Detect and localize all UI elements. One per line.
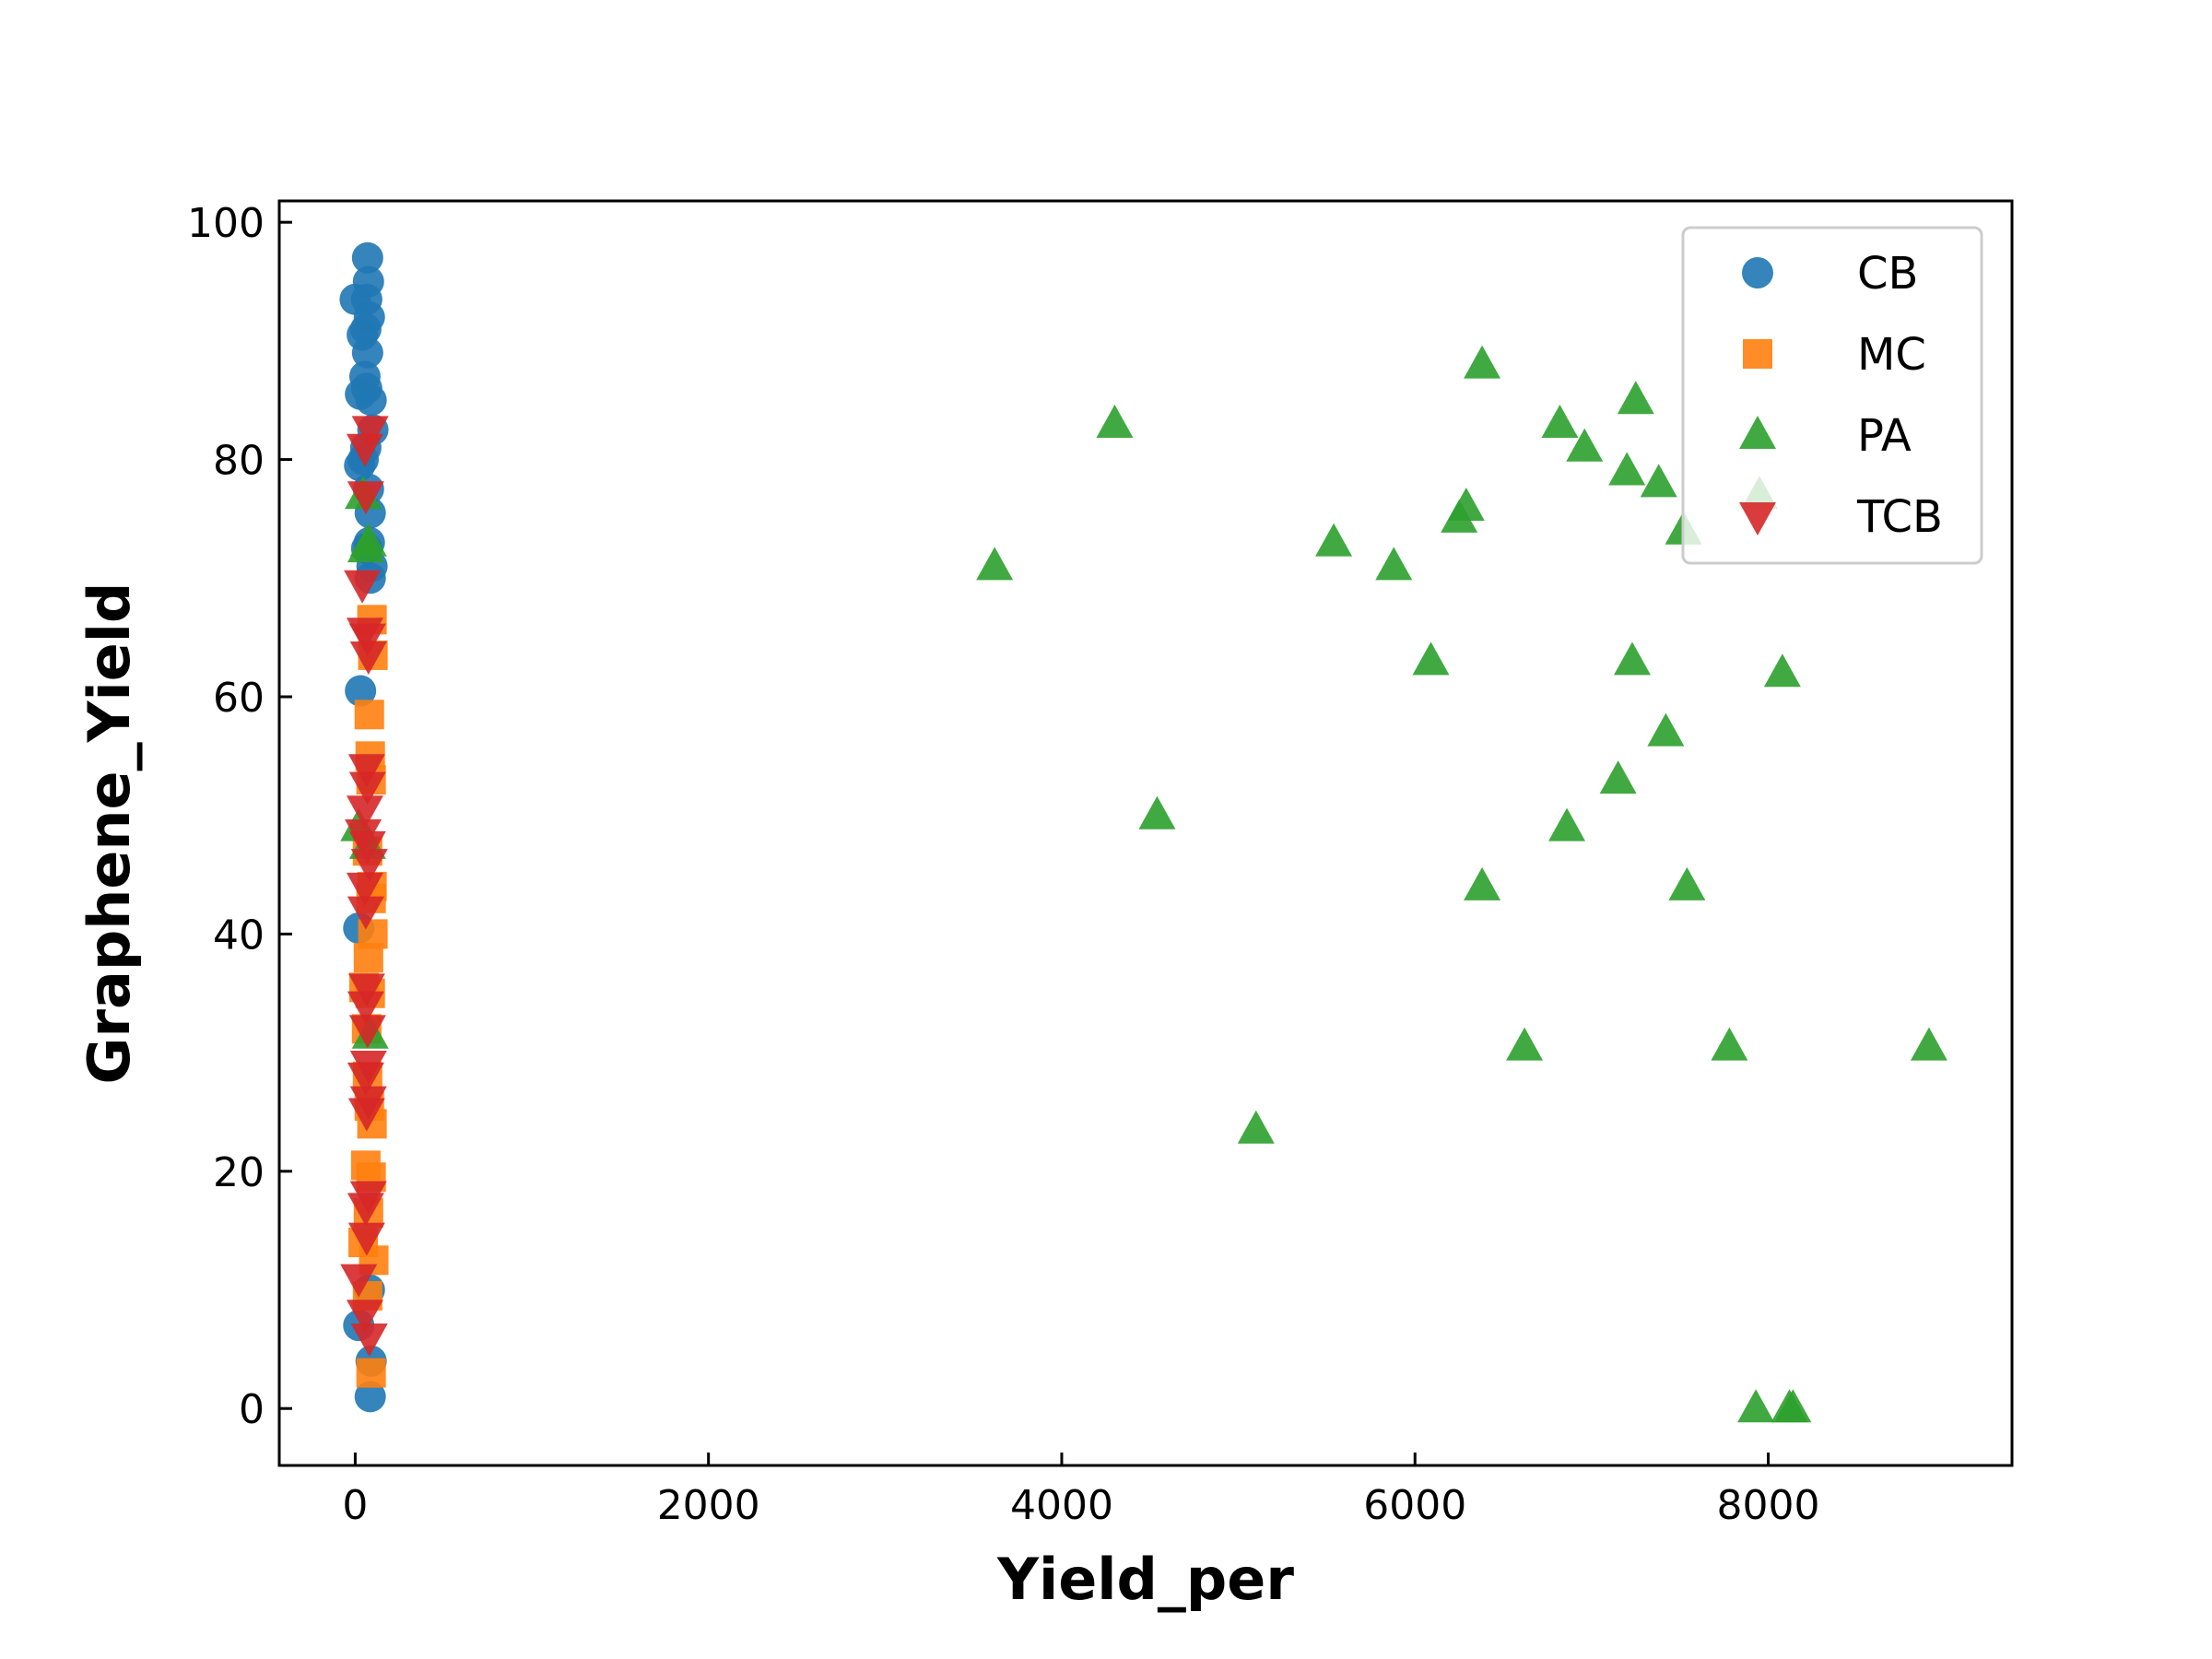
y-tick-label: 20: [213, 1149, 265, 1196]
series-cb: [339, 241, 389, 1413]
y-tick-label: 0: [239, 1386, 265, 1433]
y-axis-title: Graphene_Yield: [76, 582, 143, 1085]
data-point-pa: [1096, 404, 1134, 438]
data-point-tcb: [346, 433, 383, 467]
legend-marker-mc: [1743, 339, 1772, 369]
data-point-pa: [1447, 488, 1485, 522]
data-point-pa: [1711, 1027, 1748, 1061]
data-point-pa: [1640, 464, 1677, 498]
legend-marker-pa: [1739, 416, 1776, 449]
data-point-pa: [1910, 1027, 1947, 1061]
y-tick-label: 100: [187, 200, 265, 247]
data-point-pa: [1412, 641, 1450, 676]
data-point-pa: [1599, 760, 1637, 794]
y-tick-label: 60: [213, 675, 265, 722]
data-point-tcb: [347, 1062, 384, 1096]
plot-area-frame: [277, 199, 2014, 1467]
data-point-pa: [1548, 807, 1586, 841]
series-tcb: [340, 416, 389, 1357]
x-tick-label: 6000: [1363, 1482, 1466, 1529]
data-point-mc: [353, 943, 383, 973]
y-tick-label: 80: [213, 438, 265, 485]
data-point-tcb: [348, 623, 386, 657]
data-point-tcb: [346, 872, 383, 906]
data-point-tcb: [347, 1098, 385, 1132]
data-point-tcb: [348, 830, 386, 865]
data-point-pa: [1737, 1389, 1775, 1423]
data-point-mc: [356, 1358, 386, 1388]
data-point-pa: [1668, 866, 1706, 900]
data-point-cb: [351, 336, 383, 369]
data-point-tcb: [347, 896, 384, 930]
data-point-tcb: [347, 1193, 384, 1227]
data-point-pa: [1506, 1027, 1544, 1061]
data-point-tcb: [347, 754, 385, 788]
data-point-pa: [1774, 1389, 1812, 1423]
legend-box: [1681, 226, 1983, 565]
legend-label-cb: CB: [1857, 248, 1918, 300]
x-axis-title: Yield_per: [996, 1546, 1294, 1613]
y-axis-ticks: 0 20 40 60 80 100: [187, 200, 292, 1433]
data-point-pa: [1237, 1110, 1275, 1144]
data-point-pa: [1566, 428, 1604, 462]
data-point-tcb: [348, 1015, 386, 1049]
data-point-tcb: [347, 991, 384, 1025]
data-point-pa: [1138, 795, 1176, 830]
data-point-tcb: [350, 849, 388, 883]
data-point-pa: [1541, 404, 1579, 438]
data-point-tcb: [347, 973, 385, 1007]
x-tick-label: 0: [342, 1482, 368, 1529]
data-point-cb: [355, 384, 387, 417]
legend-label-tcb: TCB: [1856, 491, 1943, 543]
data-point-pa: [1608, 452, 1646, 486]
legend-label-pa: PA: [1857, 410, 1912, 462]
data-point-tcb: [350, 1323, 388, 1357]
x-tick-label: 2000: [657, 1482, 760, 1529]
data-point-cb: [354, 1381, 386, 1413]
data-point-cb: [345, 675, 377, 707]
data-point-tcb: [349, 641, 387, 675]
data-point-pa: [1613, 641, 1651, 676]
data-point-tcb: [344, 570, 382, 604]
x-tick-label: 8000: [1717, 1482, 1820, 1529]
data-point-tcb: [347, 481, 384, 515]
data-point-tcb: [346, 795, 383, 830]
data-point-pa: [1617, 381, 1654, 415]
data-point-pa: [1763, 653, 1801, 688]
legend: CB MC PA TCB: [1681, 226, 1983, 565]
y-tick-label: 40: [213, 912, 265, 959]
data-point-pa: [1315, 523, 1353, 557]
legend-label-mc: MC: [1857, 329, 1926, 381]
data-point-cb: [351, 241, 383, 274]
data-point-tcb: [340, 1264, 378, 1298]
data-point-mc: [354, 700, 384, 730]
data-point-pa: [976, 547, 1014, 581]
x-tick-label: 4000: [1010, 1482, 1113, 1529]
data-point-pa: [1464, 345, 1501, 379]
legend-marker-cb: [1742, 257, 1773, 288]
x-axis-ticks: 0 2000 4000 6000 8000: [342, 1453, 1820, 1529]
data-point-pa: [1647, 712, 1685, 747]
data-point-tcb: [347, 1222, 385, 1256]
data-point-tcb: [351, 416, 389, 450]
data-point-pa: [1375, 547, 1413, 581]
legend-marker-tcb: [1739, 502, 1776, 535]
data-point-pa: [347, 529, 384, 563]
data-point-pa: [1464, 866, 1501, 900]
data-point-tcb: [346, 1300, 383, 1334]
data-point-tcb: [348, 771, 386, 806]
